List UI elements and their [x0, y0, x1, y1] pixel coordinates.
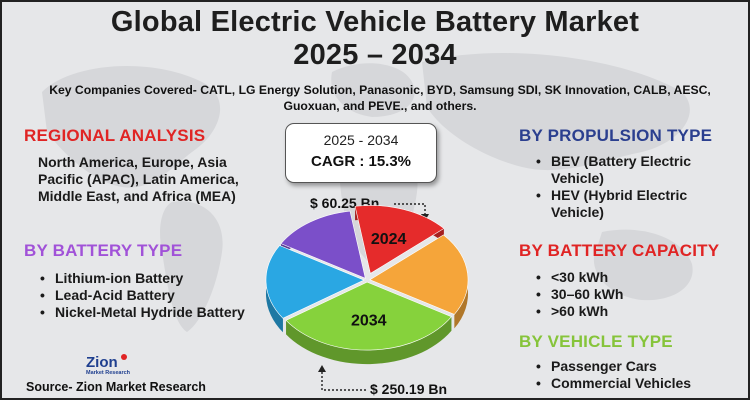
pie-slice-label: 2034 — [351, 312, 387, 329]
pie-slice — [280, 210, 366, 279]
capacity-heading: BY BATTERY CAPACITY — [519, 241, 720, 260]
list-item: HEV (Hybrid Electric Vehicle) — [536, 187, 741, 221]
list-item: Lithium-ion Battery — [40, 270, 255, 287]
pie-slice-side — [286, 316, 452, 365]
list-item: Commercial Vehicles — [536, 375, 741, 392]
title-line-2: 2025 – 2034 — [293, 39, 457, 71]
vehicle-type-list: Passenger Cars Commercial Vehicles — [535, 358, 741, 392]
svg-text:Zion: Zion — [86, 354, 118, 371]
battery-type-heading: BY BATTERY TYPE — [24, 241, 183, 260]
pie-slice — [285, 281, 452, 351]
list-item: Nickel-Metal Hydride Battery — [40, 304, 255, 321]
list-item: 30–60 kWh — [536, 286, 741, 303]
propulsion-heading: BY PROPULSION TYPE — [519, 126, 713, 145]
list-item: >60 kWh — [536, 303, 741, 320]
key-companies-text: Key Companies Covered- CATL, LG Energy S… — [49, 83, 711, 113]
cagr-box: 2025 - 2034 CAGR : 15.3% — [285, 123, 437, 183]
pie-slice — [369, 234, 469, 315]
pie-chart: 2024 2034 — [265, 205, 469, 365]
pie-labels: 2024 2034 — [351, 231, 407, 329]
pie-tops — [265, 205, 469, 351]
list-item: Passenger Cars — [536, 358, 741, 375]
pie-slice — [265, 245, 365, 319]
regional-text: North America, Europe, Asia Pacific (APA… — [38, 154, 239, 204]
pie-slice — [354, 205, 445, 274]
value-2034: $ 250.19 Bn — [370, 381, 448, 397]
pie-slice-label: 2024 — [371, 231, 407, 248]
list-item: <30 kWh — [536, 269, 741, 286]
title-line-1: Global Electric Vehicle Battery Market — [110, 6, 640, 38]
list-item: Lead-Acid Battery — [40, 287, 255, 304]
capacity-list: <30 kWh 30–60 kWh >60 kWh — [535, 269, 741, 320]
source-text: Source- Zion Market Research — [26, 380, 206, 394]
cagr-range: 2025 - 2034 — [323, 132, 399, 148]
propulsion-list: BEV (Battery Electric Vehicle) HEV (Hybr… — [535, 153, 741, 221]
svg-text:Market Research: Market Research — [86, 370, 131, 376]
battery-type-list: Lithium-ion Battery Lead-Acid Battery Ni… — [39, 270, 255, 321]
regional-heading: REGIONAL ANALYSIS — [24, 126, 206, 145]
vehicle-type-heading: BY VEHICLE TYPE — [519, 332, 673, 351]
list-item: BEV (Battery Electric Vehicle) — [536, 153, 741, 187]
zion-logo: Zion Market Research — [86, 354, 131, 376]
cagr-value: CAGR : 15.3% — [310, 153, 412, 170]
